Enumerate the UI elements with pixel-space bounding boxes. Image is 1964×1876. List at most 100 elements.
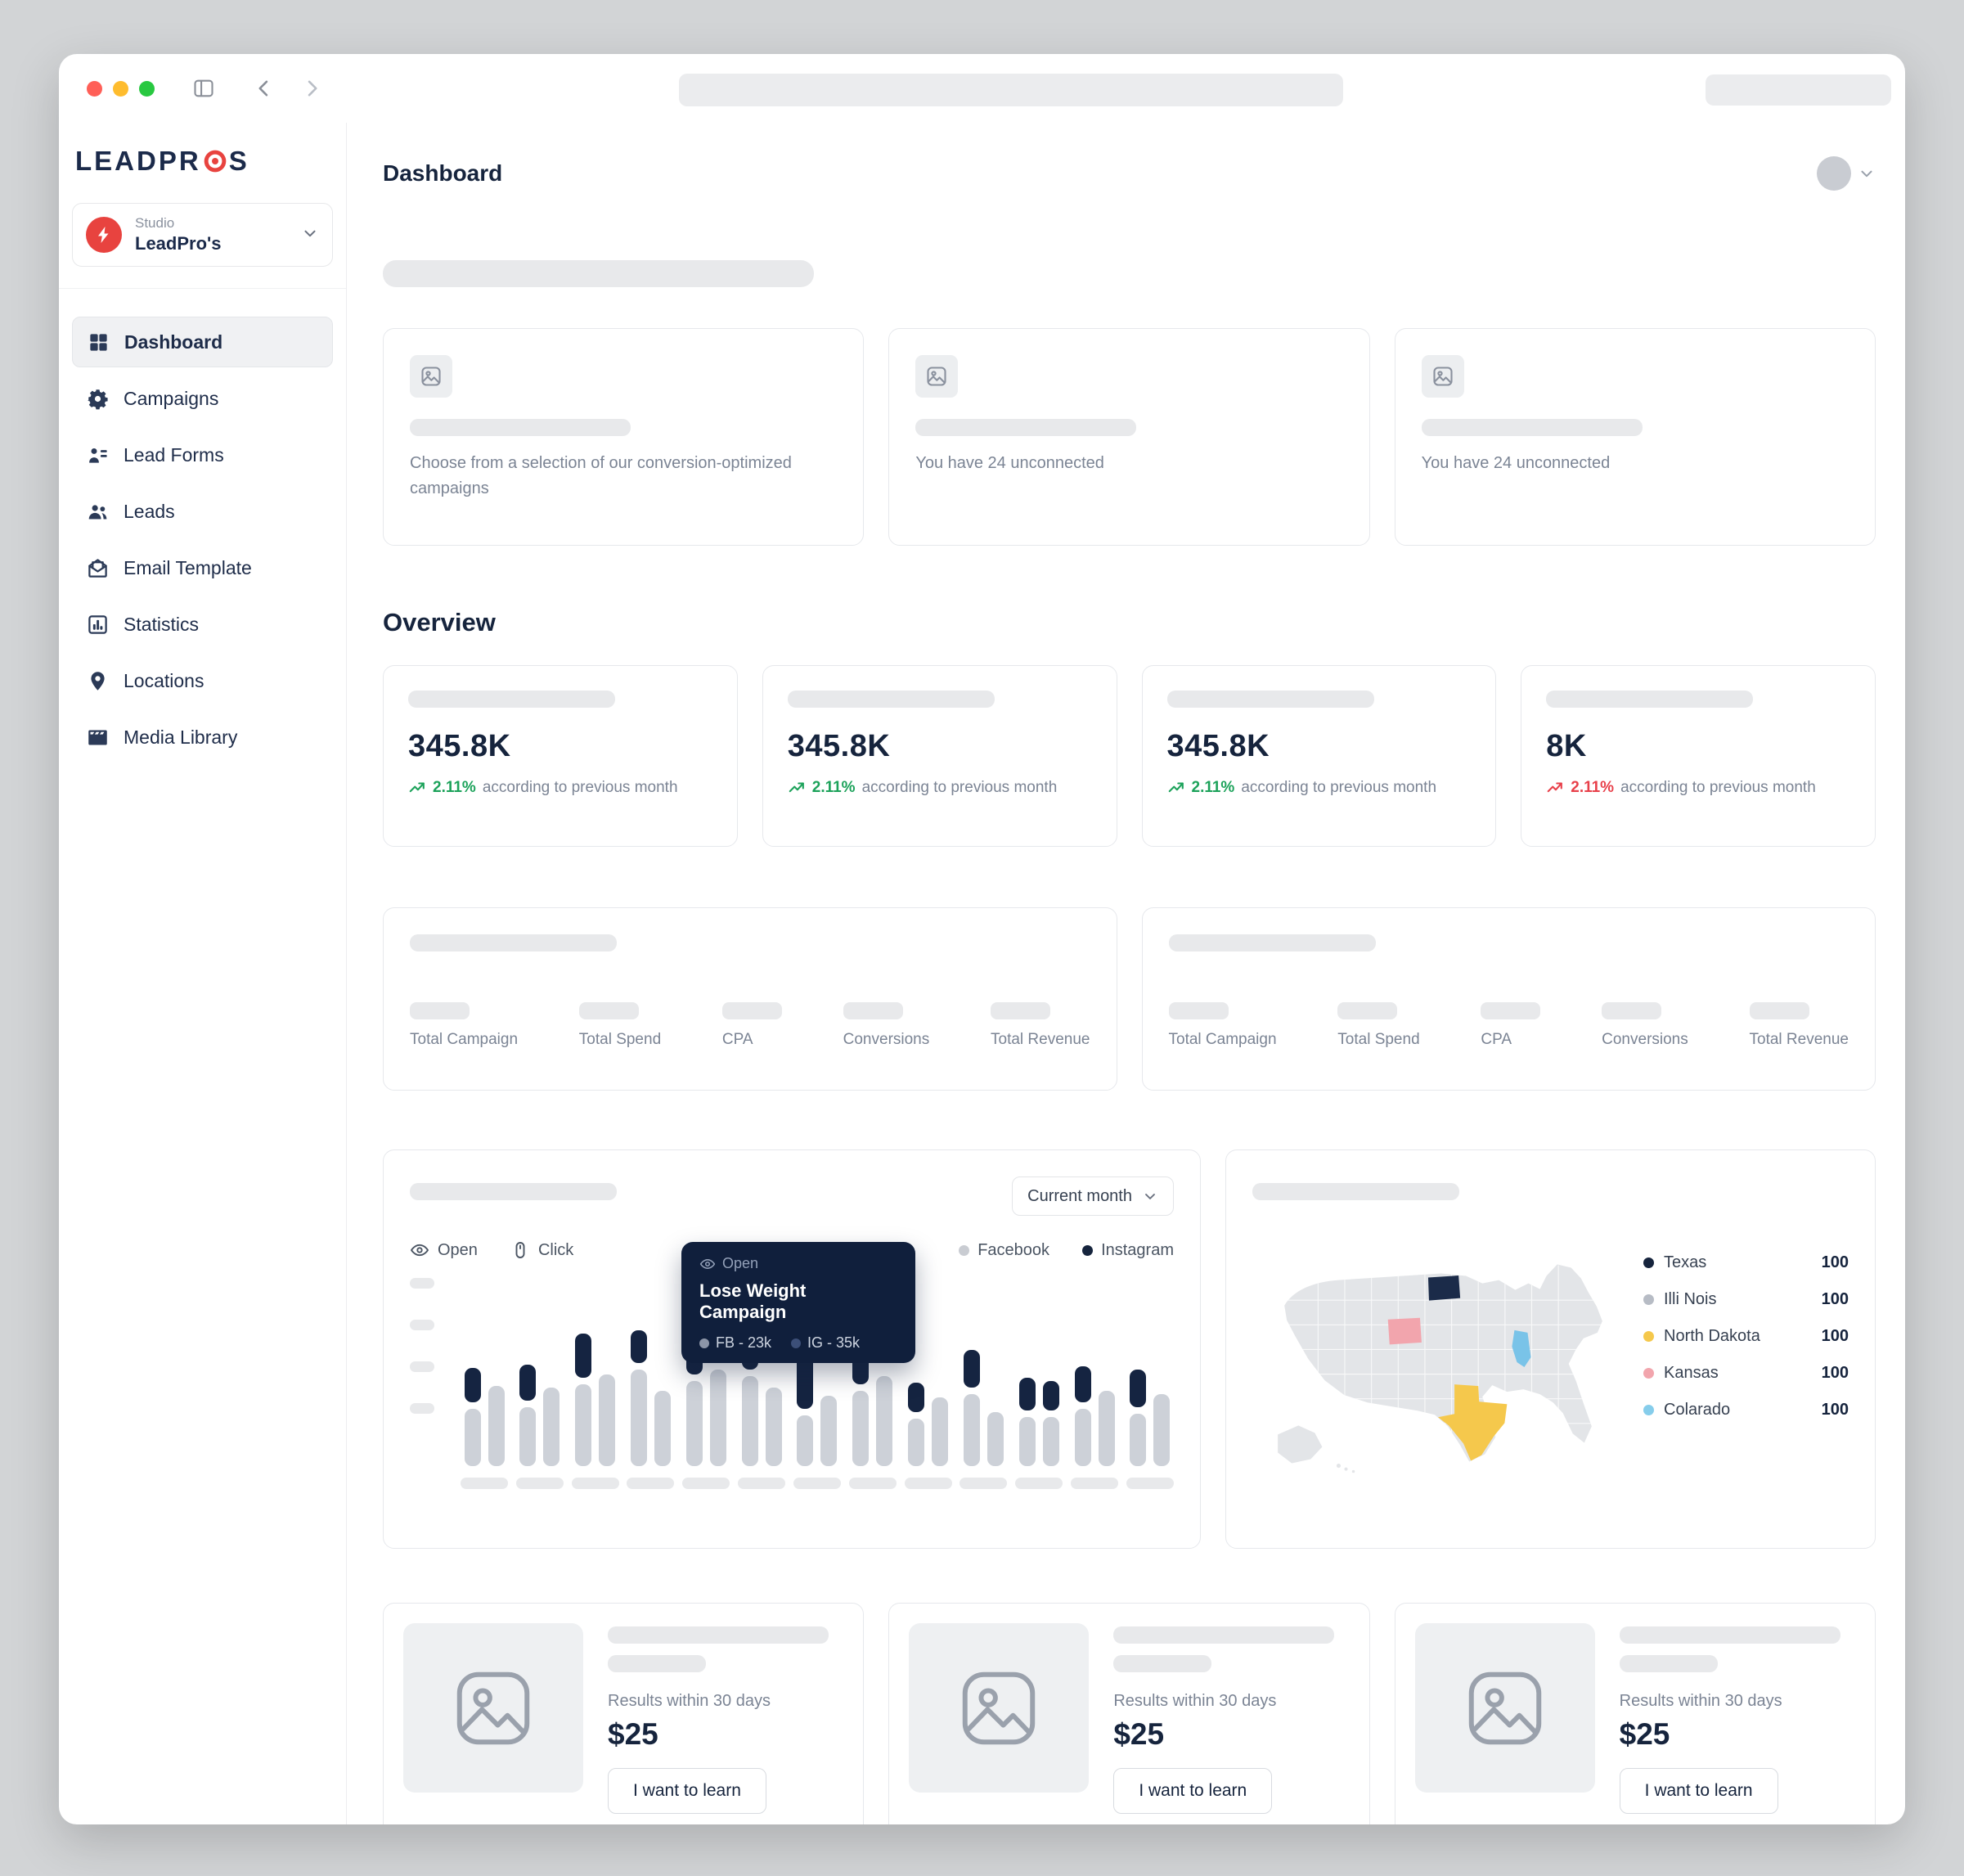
y-axis-label-placeholder — [410, 1403, 434, 1414]
toggle-click[interactable]: Click — [510, 1240, 573, 1260]
bar-segment-instagram — [464, 1368, 481, 1402]
sidebar-item-label: Leads — [124, 500, 175, 522]
sidebar-item-dashboard[interactable]: Dashboard — [72, 317, 333, 367]
bar-segment-facebook — [932, 1397, 949, 1466]
chart-map-row: Current month Open Click — [383, 1149, 1876, 1549]
learn-button[interactable]: I want to learn — [608, 1768, 766, 1814]
placeholder-bar — [410, 419, 631, 436]
bar-segment-facebook — [488, 1386, 505, 1466]
state-kansas-highlight — [1387, 1317, 1422, 1345]
target-icon — [204, 150, 227, 173]
bar-group — [682, 1329, 730, 1489]
us-mainland — [1284, 1264, 1602, 1462]
sidebar-item-media-library[interactable]: Media Library — [72, 712, 333, 763]
stat-value: 345.8K — [1166, 729, 1270, 763]
tooltip-instagram-value: IG - 35k — [791, 1334, 860, 1352]
image-icon — [456, 1671, 530, 1744]
bar-segment-facebook — [543, 1388, 560, 1466]
dashboard-icon — [88, 331, 110, 353]
bar-segment-facebook — [986, 1412, 1004, 1466]
metric-value-placeholder — [1337, 1002, 1398, 1019]
series-legend-dot — [959, 1244, 970, 1256]
state-value: 100 — [1821, 1364, 1849, 1382]
map-title-placeholder — [1252, 1183, 1459, 1200]
metric-value-placeholder — [991, 1002, 1050, 1019]
forward-icon[interactable] — [300, 77, 323, 100]
bar-segment-facebook — [797, 1415, 814, 1466]
stat-delta-suffix: according to previous month — [1620, 779, 1816, 796]
x-axis-label-placeholder — [571, 1478, 619, 1489]
metric-value-placeholder — [721, 1002, 782, 1019]
bar-group — [571, 1334, 619, 1489]
trending-up-icon — [1547, 782, 1563, 793]
sidebar-item-leads[interactable]: Leads — [72, 486, 333, 537]
metric-label: CPA — [721, 1031, 753, 1048]
series-legend-label: Instagram — [1101, 1240, 1174, 1259]
sidebar-item-locations[interactable]: Locations — [72, 655, 333, 706]
stat-card: 345.8K 2.11% according to previous month — [762, 665, 1117, 847]
sidebar-toggle-icon[interactable] — [192, 77, 215, 100]
sidebar-item-statistics[interactable]: Statistics — [72, 599, 333, 650]
bar-segment-facebook — [1098, 1391, 1115, 1466]
sidebar-item-email-template[interactable]: Email Template — [72, 542, 333, 593]
x-axis-label-placeholder — [904, 1478, 952, 1489]
promo-card-unconnected-1[interactable]: You have 24 unconnected — [888, 328, 1370, 546]
results-text: Results within 30 days — [1113, 1692, 1277, 1710]
tooltip-fb-label: FB - 23k — [716, 1334, 772, 1351]
map-legend-row: North Dakota 100 — [1643, 1318, 1849, 1355]
tooltip-facebook-value: FB - 23k — [699, 1334, 771, 1352]
metric-value-placeholder — [1481, 1002, 1541, 1019]
bar-segment-instagram — [1130, 1370, 1147, 1407]
bar-segment-instagram — [908, 1383, 925, 1412]
promo-card-unconnected-2[interactable]: You have 24 unconnected — [1394, 328, 1876, 546]
trending-up-icon — [1168, 782, 1184, 793]
close-window-button[interactable] — [87, 80, 102, 97]
back-icon[interactable] — [253, 77, 276, 100]
bar-segment-facebook — [876, 1376, 893, 1466]
instagram-dot — [791, 1338, 802, 1348]
studio-selector[interactable]: Studio LeadPro's — [72, 203, 333, 267]
logo-text-prefix: LEADPR — [75, 146, 201, 176]
sidebar-item-lead-forms[interactable]: Lead Forms — [72, 430, 333, 480]
placeholder-bar — [1619, 1655, 1718, 1672]
bar-segment-instagram — [519, 1365, 537, 1401]
bar-segment-facebook — [464, 1409, 481, 1466]
placeholder-bar — [608, 1655, 706, 1672]
account-menu[interactable] — [1817, 156, 1876, 191]
campaign-bar-chart-card: Current month Open Click — [383, 1149, 1201, 1549]
period-dropdown[interactable]: Current month — [1012, 1176, 1174, 1216]
promo-card-campaigns[interactable]: Choose from a selection of our conversio… — [383, 328, 865, 546]
learn-button[interactable]: I want to learn — [1619, 1768, 1778, 1814]
bar-segment-facebook — [963, 1394, 980, 1466]
learn-button[interactable]: I want to learn — [1113, 1768, 1273, 1814]
zoom-window-button[interactable] — [139, 80, 155, 97]
address-bar-placeholder[interactable] — [679, 74, 1343, 106]
y-axis-label-placeholder — [410, 1278, 434, 1289]
metric-label: Conversions — [843, 1031, 930, 1048]
chart-tooltip: Open Lose Weight Campaign FB - 23k IG - … — [681, 1242, 915, 1363]
stat-card: 345.8K 2.11% according to previous month — [1141, 665, 1497, 847]
bar-group — [627, 1330, 675, 1489]
map-legend-row: Colarado 100 — [1643, 1392, 1849, 1428]
state-value: 100 — [1821, 1327, 1849, 1345]
sidebar-item-campaigns[interactable]: Campaigns — [72, 373, 333, 424]
overview-heading: Overview — [383, 608, 496, 637]
map-legend: Texas 100 Illi Nois 100 North Dakota — [1643, 1230, 1849, 1490]
x-axis-label-placeholder — [738, 1478, 786, 1489]
toggle-open-label: Open — [438, 1240, 478, 1259]
placeholder-bar — [1113, 1655, 1212, 1672]
window-chrome — [59, 54, 1905, 123]
series-legend-label: Facebook — [978, 1240, 1050, 1259]
metric-label: Total Spend — [578, 1031, 662, 1048]
mouse-icon — [515, 1242, 525, 1258]
placeholder-bar — [787, 691, 995, 708]
toggle-open[interactable]: Open — [410, 1240, 478, 1260]
state-name: Illi Nois — [1664, 1290, 1717, 1308]
lead-forms-icon — [87, 444, 109, 466]
x-axis-label-placeholder — [627, 1478, 675, 1489]
location-pin-icon — [87, 670, 109, 692]
placeholder-bar — [1619, 1626, 1840, 1644]
bar-group — [515, 1365, 564, 1489]
metric-label: Conversions — [1602, 1031, 1688, 1048]
minimize-window-button[interactable] — [113, 80, 128, 97]
